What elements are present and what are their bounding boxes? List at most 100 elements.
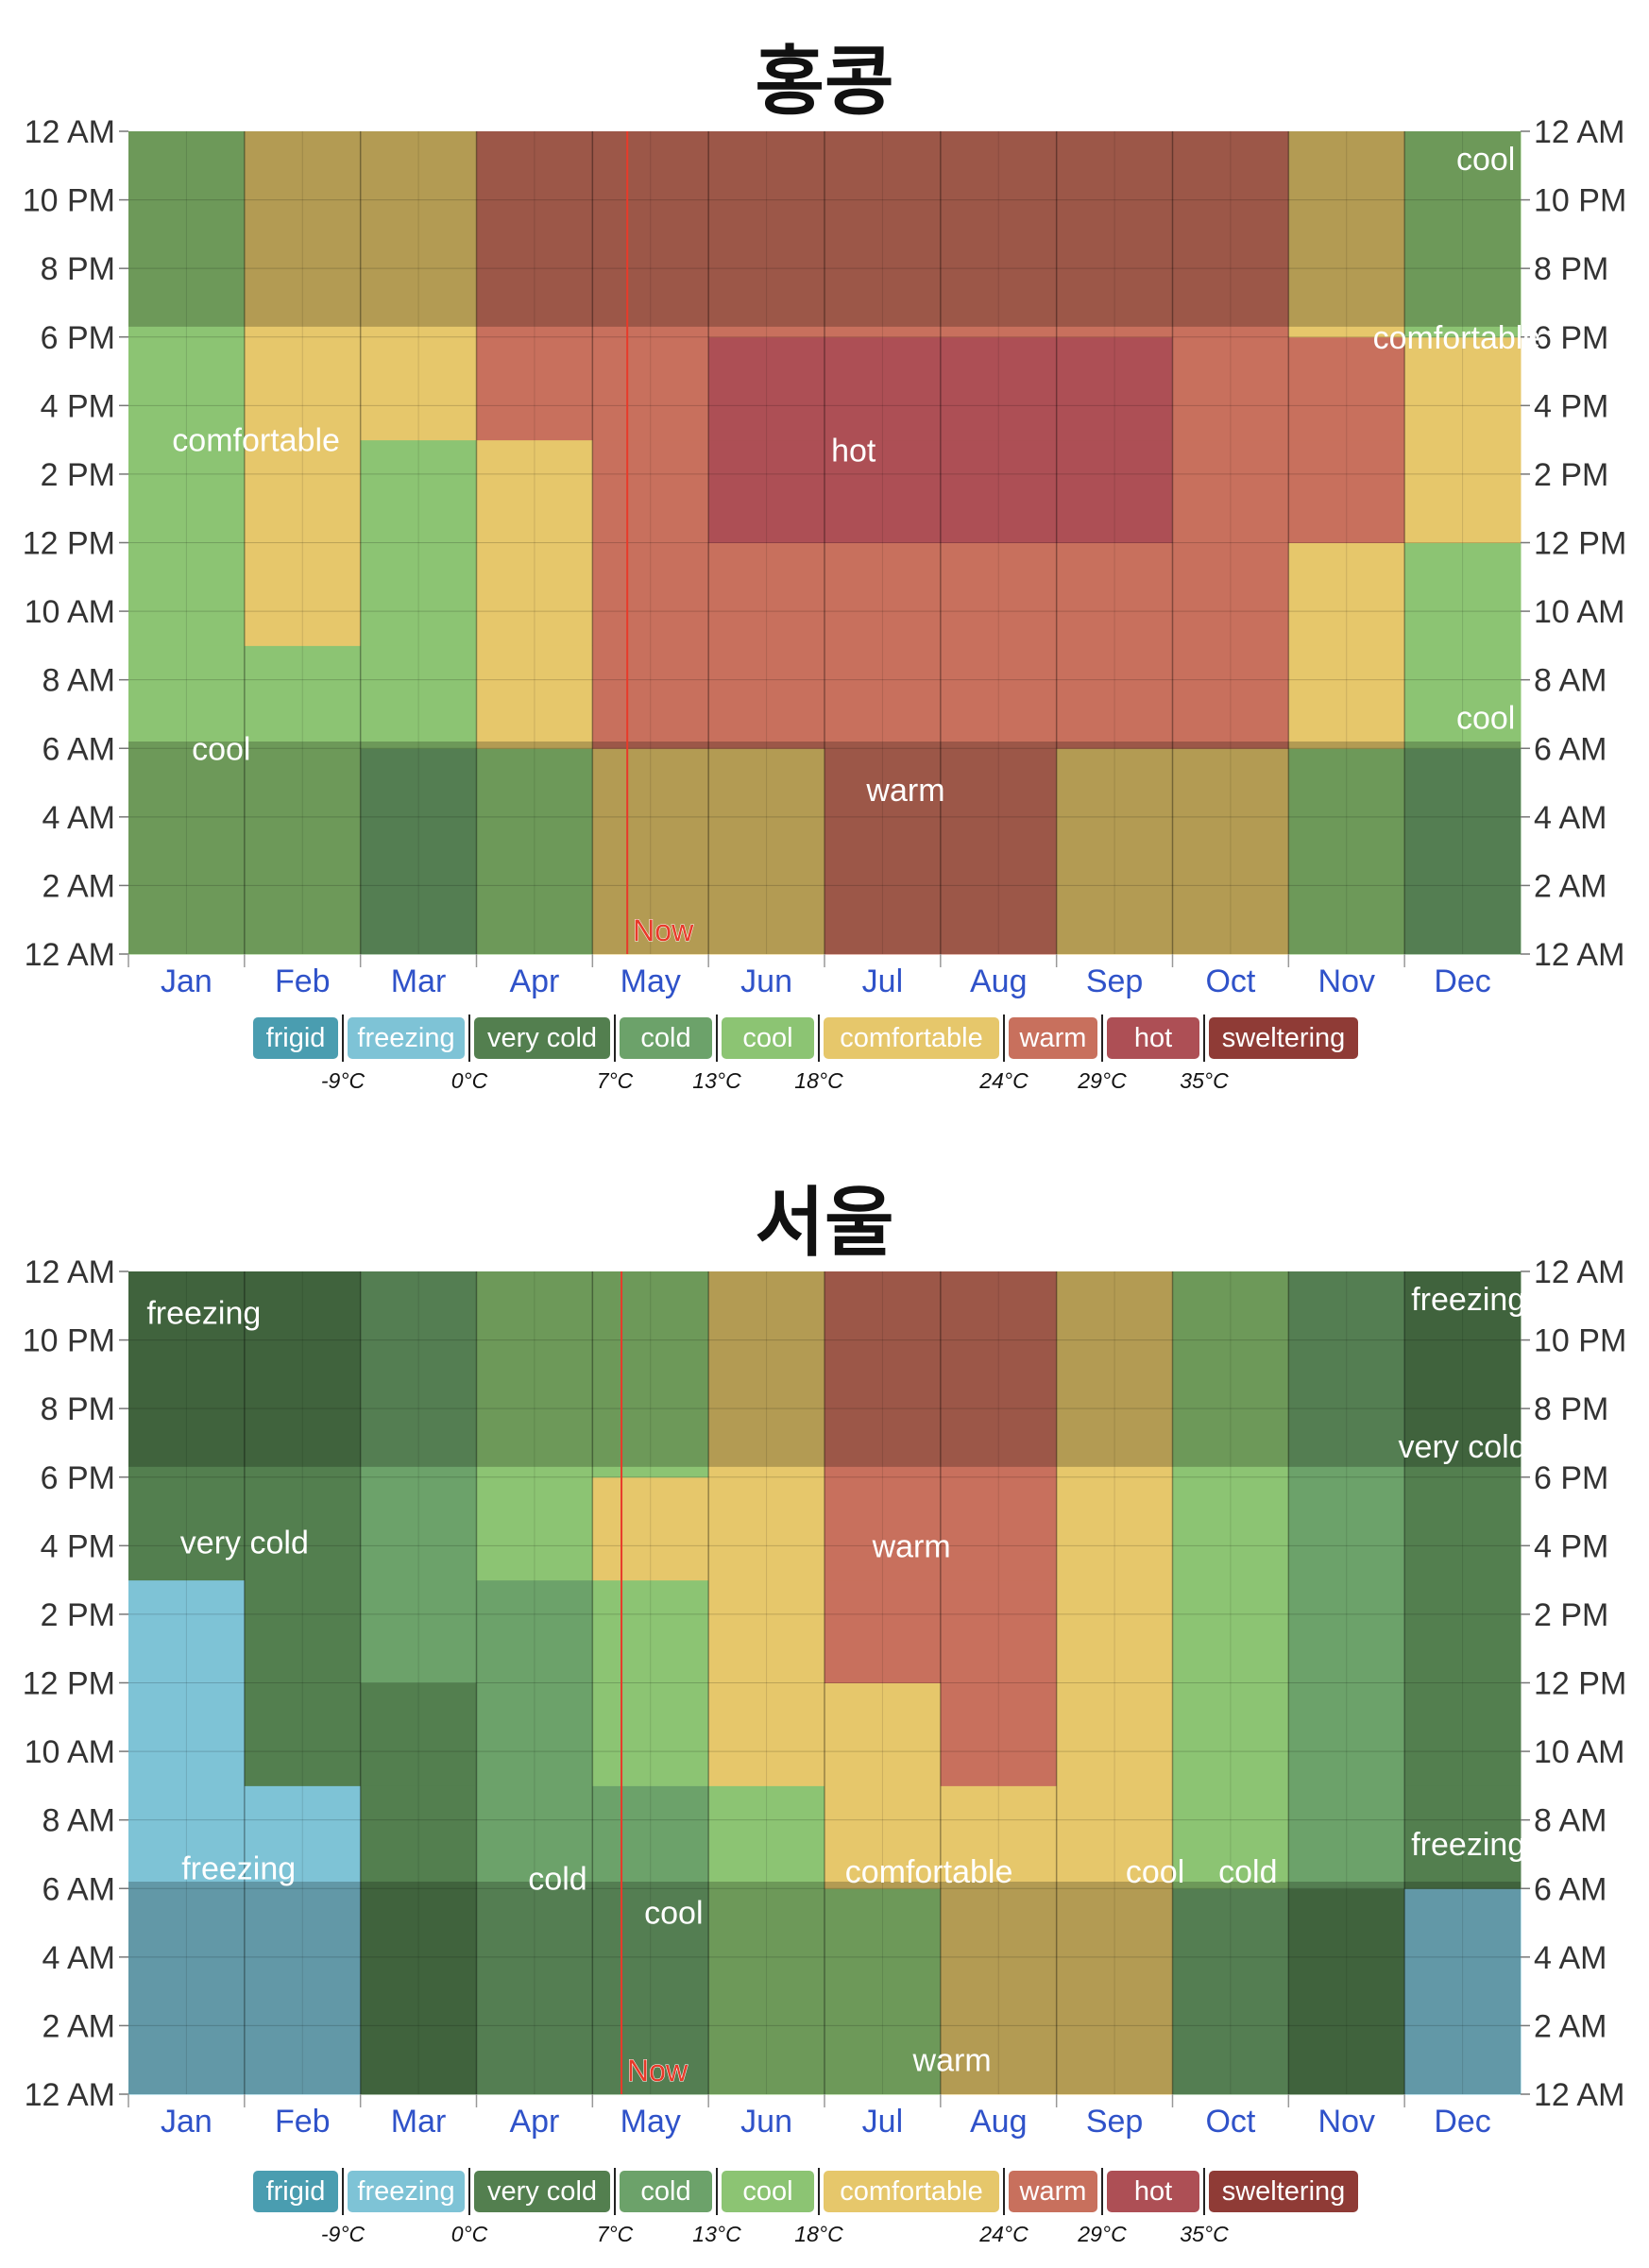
legend-separator [716, 1015, 718, 1062]
heat-cell [1056, 131, 1173, 338]
heat-cell [708, 1579, 825, 1683]
heat-cell [476, 1785, 593, 1889]
legend-separator [1003, 2168, 1005, 2215]
heat-cell [1172, 645, 1289, 749]
month-label: Feb [275, 2104, 331, 2140]
chart-title: 서울 [755, 1179, 894, 1267]
heat-cell [1056, 542, 1173, 646]
heat-cell [1056, 1682, 1173, 1786]
heat-cell [128, 1476, 246, 1581]
heat-cell [1172, 1785, 1289, 1889]
region-label: warm [865, 773, 944, 809]
y-tick-label-left: 12 PM [23, 526, 115, 562]
legend-item: warm [1009, 1017, 1097, 1059]
heat-cell [592, 1785, 709, 1889]
heat-cell [476, 1682, 593, 1786]
heat-cell [1288, 131, 1405, 338]
region-label: freezing [1411, 1827, 1525, 1863]
heat-cell [476, 542, 593, 646]
heat-cell [824, 131, 942, 338]
y-tick-label-right: 12 PM [1534, 1666, 1626, 1702]
heat-cell [1288, 1579, 1405, 1683]
heat-cell [1056, 1579, 1173, 1683]
heat-cell [824, 1888, 942, 2095]
heat-cell [476, 439, 593, 543]
night-shade-morning [128, 741, 1521, 954]
y-tick-label-right: 12 AM [1534, 114, 1624, 150]
heat-cell [940, 1785, 1058, 1889]
heat-cell [1288, 439, 1405, 543]
y-tick-label-right: 2 PM [1534, 457, 1608, 493]
heat-cell [1404, 1271, 1522, 1478]
legend-item: frigid [253, 1017, 338, 1059]
heat-cell [1056, 1476, 1173, 1581]
legend-threshold: 24°C [979, 2222, 1028, 2246]
hong-kong-panel: 홍콩 12 AM 12 AM 2 AM 2 AM 4 AM 4 AM 6 AM 6 AM 8 A… [23, 38, 1627, 1093]
y-tick-label-left: 10 AM [25, 594, 115, 630]
heat-cell [592, 1682, 709, 1786]
heat-cell [940, 748, 1058, 955]
month-label: Sep [1086, 2104, 1144, 2140]
legend-item: warm [1009, 2171, 1097, 2212]
legend-separator [468, 2168, 470, 2215]
temperature-legend: frigid freezing very cold cold cool comfortab… [0, 2168, 1649, 2256]
heat-cell [1056, 1785, 1173, 1889]
heat-cell [1172, 1888, 1289, 2095]
y-tick-label-left: 8 PM [41, 251, 115, 287]
y-tick-label-right: 4 PM [1534, 1528, 1608, 1564]
y-tick-label-left: 4 AM [42, 800, 115, 836]
legend-separator [818, 2168, 820, 2215]
heat-cell [708, 439, 825, 543]
heat-cell [244, 1579, 362, 1683]
heat-cell [1404, 1785, 1522, 1889]
region-label: very cold [180, 1526, 309, 1561]
heat-cell [708, 1271, 825, 1478]
y-tick-label-left: 10 PM [23, 183, 115, 219]
y-tick-label-left: 8 AM [42, 663, 115, 699]
legend-threshold: 13°C [692, 1068, 741, 1093]
legend-item: hot [1107, 2171, 1199, 2212]
heat-cell [708, 336, 825, 441]
heat-cell [244, 1271, 362, 1478]
legend-threshold: 24°C [979, 1068, 1028, 1093]
heat-cell [1172, 1271, 1289, 1478]
legend-item: sweltering [1209, 1017, 1358, 1059]
y-tick-label-right: 4 AM [1534, 800, 1606, 836]
legend-item: cold [620, 1017, 712, 1059]
y-tick-label-right: 10 AM [1534, 1734, 1624, 1770]
heat-cell [1172, 1476, 1289, 1581]
heat-cell [592, 336, 709, 441]
heat-cell [244, 1682, 362, 1786]
month-label: Mar [391, 963, 447, 999]
month-label: Jan [161, 963, 212, 999]
y-tick-label-right: 2 PM [1534, 1597, 1608, 1633]
legend-threshold: 13°C [692, 2222, 741, 2246]
y-tick-label-left: 8 AM [42, 1803, 115, 1839]
heat-cell [128, 1785, 246, 1889]
month-label: Jul [862, 963, 903, 999]
heat-cell [1404, 131, 1522, 338]
heat-cell [592, 439, 709, 543]
heat-cell [708, 131, 825, 338]
heat-cell [128, 1579, 246, 1683]
heat-cell [476, 1476, 593, 1581]
y-tick-label-right: 10 PM [1534, 183, 1626, 219]
y-tick-label-right: 6 AM [1534, 731, 1606, 767]
region-label: cool [192, 731, 250, 767]
region-label: cool [1126, 1854, 1184, 1890]
legend-threshold: -9°C [320, 1068, 366, 1093]
hong-kong-heatmap: 12 AM 12 AM 2 AM 2 AM 4 AM 4 AM 6 AM 6 AM 8 AM 8 … [23, 114, 1627, 999]
region-label: very cold [1399, 1429, 1527, 1465]
y-tick-label-right: 12 AM [1534, 2077, 1624, 2113]
heat-cell [128, 439, 246, 543]
region-label: comfortable [1373, 320, 1541, 356]
heat-cell [360, 1476, 477, 1581]
heat-cell [592, 131, 709, 338]
region-label: cold [528, 1861, 586, 1897]
legend-item: freezing [348, 2171, 465, 2212]
legend-threshold: 35°C [1180, 1068, 1229, 1093]
month-label: Jun [740, 963, 792, 999]
heat-cell [476, 748, 593, 955]
y-tick-label-left: 12 AM [25, 2077, 115, 2113]
heat-cell [824, 1785, 942, 1889]
